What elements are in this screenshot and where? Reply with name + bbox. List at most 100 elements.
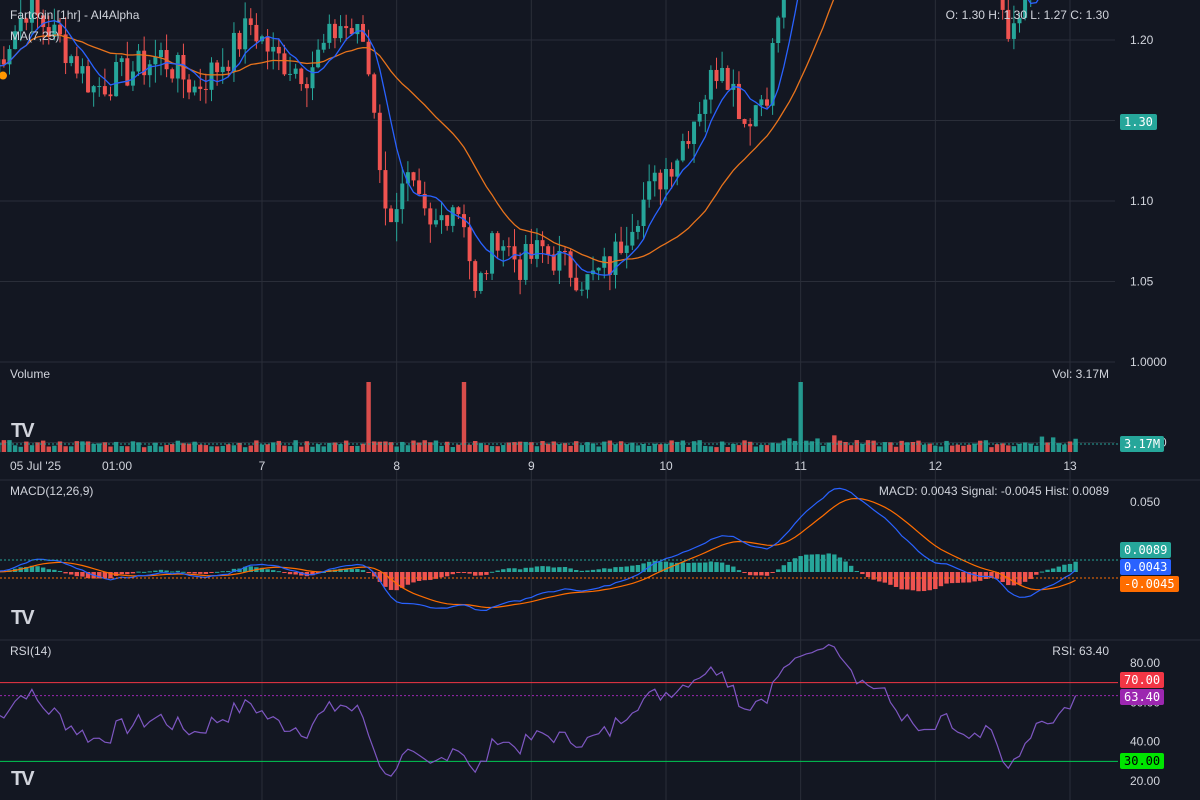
macd-line xyxy=(0,487,1076,612)
volume-bar xyxy=(181,443,186,452)
volume-bar xyxy=(444,441,450,452)
volume-bar xyxy=(669,440,674,452)
macd-hist-bar xyxy=(231,568,237,572)
candle-body xyxy=(635,226,640,232)
candle-body xyxy=(759,99,764,106)
volume-bar xyxy=(551,441,556,452)
candle-body xyxy=(57,24,62,35)
volume-bar xyxy=(220,445,225,452)
volume-bar xyxy=(574,441,579,452)
volume-bar xyxy=(192,441,197,452)
macd-hist-bar xyxy=(119,572,124,575)
volume-bar xyxy=(265,444,270,452)
macd-hist-bar xyxy=(299,572,304,576)
macd-hist-bar xyxy=(905,572,910,590)
volume-bar xyxy=(1017,443,1022,452)
candle-body xyxy=(153,57,158,65)
candle-body xyxy=(136,50,141,72)
candle-body xyxy=(411,172,416,181)
macd-hist-bar xyxy=(618,566,624,572)
macd-hist-bar xyxy=(697,562,702,572)
x-tick-label: 11 xyxy=(794,459,807,473)
volume-bar xyxy=(893,446,899,452)
macd-hist-bar xyxy=(663,561,669,572)
candle-body xyxy=(596,267,601,271)
macd-hist-bar xyxy=(343,568,349,572)
candle-body xyxy=(1017,17,1022,24)
volume-bar xyxy=(888,442,893,452)
volume-bar xyxy=(18,446,23,452)
candle-body xyxy=(652,172,657,182)
candle-body xyxy=(29,0,34,23)
volume-bar xyxy=(854,440,859,452)
macd-hist-bar xyxy=(444,572,450,577)
volume-bar xyxy=(315,444,321,452)
macd-hist-bar xyxy=(473,572,478,576)
macd-hist-bar xyxy=(259,567,265,572)
volume-bar xyxy=(837,440,843,452)
macd-hist-bar xyxy=(703,562,708,572)
volume-bar xyxy=(1050,437,1056,452)
volume-bar xyxy=(1073,438,1078,452)
volume-bar xyxy=(394,446,399,452)
volume-bar xyxy=(164,444,169,452)
macd-hist-bar xyxy=(1028,572,1033,579)
macd-hist-bar xyxy=(540,566,545,572)
candle-body xyxy=(108,94,113,97)
volume-bar xyxy=(708,446,714,452)
volume-bar xyxy=(568,445,573,452)
macd-hist-bar xyxy=(400,572,405,588)
volume-bar xyxy=(428,442,433,452)
macd-hist-bar xyxy=(170,571,175,573)
rsi-30-badge: 30.00 xyxy=(1120,753,1165,769)
macd-hist-bar xyxy=(725,564,730,572)
macd-hist-bar xyxy=(1034,572,1039,575)
macd-hist-bar xyxy=(714,562,719,572)
candle-body xyxy=(529,243,534,259)
macd-hist-bar xyxy=(1017,572,1022,585)
macd-hist-bar xyxy=(955,572,960,583)
macd-hist-bar xyxy=(742,572,747,574)
volume-bar xyxy=(304,441,310,452)
candle-body xyxy=(125,58,130,86)
macd-hist-bar xyxy=(523,567,528,572)
candle-body xyxy=(686,141,691,144)
macd-hist-bar xyxy=(534,566,540,572)
volume-bar xyxy=(69,446,74,452)
candle-body xyxy=(562,250,567,252)
candle-body xyxy=(304,84,309,89)
macd-hist-bar xyxy=(97,572,102,579)
volume-bar xyxy=(905,442,910,452)
macd-hist-bar xyxy=(764,572,770,576)
candle-body xyxy=(265,36,270,52)
candle-body xyxy=(366,41,371,75)
macd-hist-bar xyxy=(568,568,573,572)
volume-bar xyxy=(231,445,237,452)
macd-hist-bar xyxy=(966,572,972,583)
volume-bar xyxy=(1062,444,1067,452)
candle-body xyxy=(276,46,281,54)
candle-body xyxy=(647,181,652,200)
macd-hist-bar xyxy=(74,572,80,577)
macd-hist-bar xyxy=(843,561,848,572)
macd-hist-bar xyxy=(164,570,169,572)
candle-body xyxy=(473,261,478,292)
volume-bar xyxy=(343,440,349,452)
volume-bar xyxy=(703,445,708,452)
volume-bar xyxy=(456,444,461,452)
candle-body xyxy=(158,50,163,58)
macd-hist-bar xyxy=(405,572,411,585)
volume-bar xyxy=(804,440,809,452)
volume-bar xyxy=(731,443,736,452)
volume-label: Volume xyxy=(10,367,51,381)
volume-bar xyxy=(141,447,147,452)
macd-hist-bar xyxy=(574,570,579,572)
macd-hist-bar xyxy=(489,571,495,573)
volume-bar xyxy=(832,435,837,452)
macd-hist-bar xyxy=(770,572,775,573)
volume-bar xyxy=(327,443,332,452)
price-tick-label: 1.10 xyxy=(1130,194,1154,208)
macd-hist-bar xyxy=(209,572,214,573)
x-tick-label: 7 xyxy=(259,459,266,473)
